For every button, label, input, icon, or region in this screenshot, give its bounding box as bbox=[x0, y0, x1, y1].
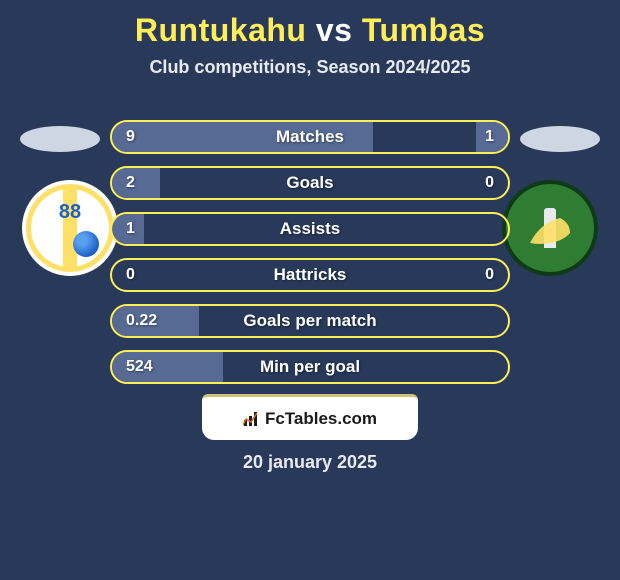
player2-silhouette bbox=[520, 126, 600, 152]
stat-row: 524Min per goal bbox=[110, 350, 510, 384]
stats-container: 91Matches 20Goals 1Assists 00Hattricks 0.22G… bbox=[110, 120, 510, 396]
stat-label: Goals per match bbox=[112, 311, 508, 331]
brand-text: FcTables.com bbox=[265, 409, 377, 429]
team2-badge bbox=[502, 180, 598, 276]
fish-icon bbox=[515, 193, 585, 263]
player1-name: Runtukahu bbox=[135, 12, 307, 48]
stat-row: 1Assists bbox=[110, 212, 510, 246]
chart-icon bbox=[243, 411, 261, 427]
player2-name: Tumbas bbox=[362, 12, 485, 48]
stat-label: Assists bbox=[112, 219, 508, 239]
page-title: Runtukahu vs Tumbas bbox=[0, 0, 620, 49]
stat-label: Min per goal bbox=[112, 357, 508, 377]
date-text: 20 january 2025 bbox=[0, 452, 620, 473]
player1-silhouette bbox=[20, 126, 100, 152]
stat-row: 0.22Goals per match bbox=[110, 304, 510, 338]
stat-label: Hattricks bbox=[112, 265, 508, 285]
brand-footer: FcTables.com bbox=[202, 394, 418, 440]
stat-row: 00Hattricks bbox=[110, 258, 510, 292]
stat-label: Goals bbox=[112, 173, 508, 193]
team1-badge: 88 bbox=[22, 180, 118, 276]
team1-badge-number: 88 bbox=[59, 201, 81, 224]
stat-row: 91Matches bbox=[110, 120, 510, 154]
vs-text: vs bbox=[316, 12, 353, 48]
subtitle: Club competitions, Season 2024/2025 bbox=[0, 57, 620, 78]
stat-row: 20Goals bbox=[110, 166, 510, 200]
soccer-ball-icon bbox=[73, 231, 99, 257]
stat-label: Matches bbox=[112, 127, 508, 147]
